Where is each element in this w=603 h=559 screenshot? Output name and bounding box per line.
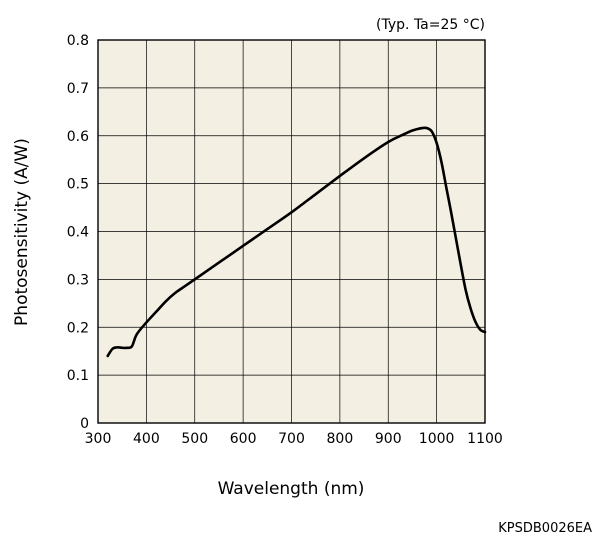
x-tick-label: 1000: [419, 431, 455, 447]
series-layer: [106, 126, 487, 358]
y-tick-label: 0: [80, 416, 89, 432]
document-code: KPSDB0026EA: [498, 521, 592, 536]
x-tick-label: 1100: [467, 431, 503, 447]
x-tick-label: 300: [85, 431, 112, 447]
x-tick-label: 800: [327, 431, 354, 447]
y-tick-label: 0.2: [67, 320, 89, 336]
y-tick-label: 0.4: [67, 225, 89, 241]
x-tick-label: 400: [133, 431, 160, 447]
y-tick-label: 0.5: [67, 177, 89, 193]
x-tick-label: 600: [230, 431, 257, 447]
condition-note: (Typ. Ta=25 °C): [376, 17, 485, 33]
y-tick-label: 0.1: [67, 368, 89, 384]
y-axis-title: Photosensitivity (A/W): [12, 138, 32, 326]
x-tick-label: 700: [278, 431, 305, 447]
photosensitivity-curve: [106, 126, 487, 358]
x-tick-label: 500: [181, 431, 208, 447]
x-axis-title: Wavelength (nm): [218, 479, 365, 499]
y-tick-label: 0.6: [67, 129, 89, 145]
y-tick-label: 0.8: [67, 33, 89, 49]
y-tick-label: 0.3: [67, 272, 89, 288]
plot-frame: [97, 39, 486, 424]
x-tick-label: 900: [375, 431, 402, 447]
y-tick-label: 0.7: [67, 81, 89, 97]
y-tick-labels: 0 0.1 0.2 0.3 0.4 0.5 0.6 0.7 0.8: [67, 33, 89, 432]
x-tick-labels: 300 400 500 600 700 800 900 1000 1100: [85, 431, 503, 447]
